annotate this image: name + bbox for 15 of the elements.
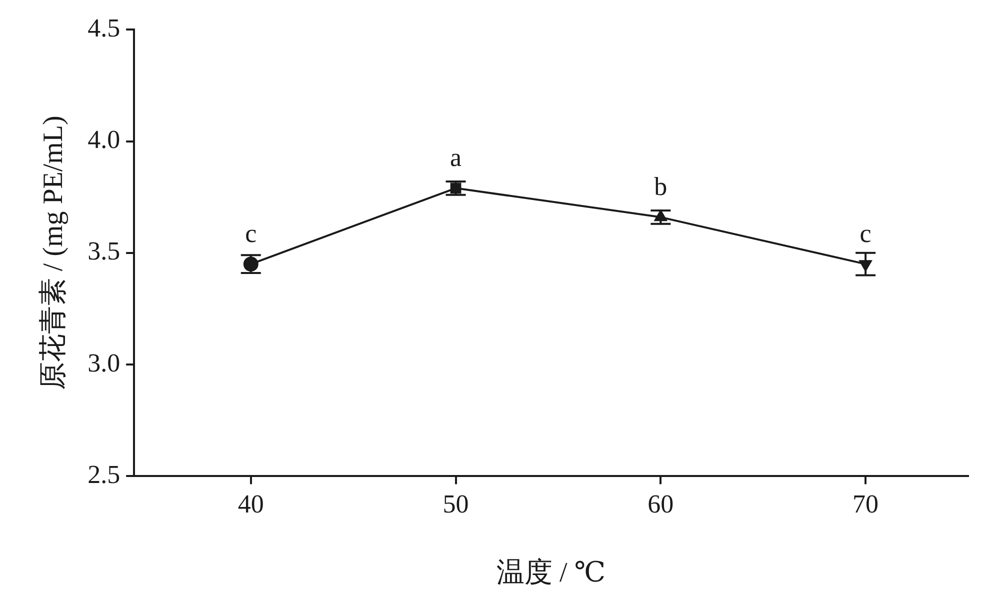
x-tick-label: 50: [442, 490, 469, 519]
x-axis-title: 温度 / ℃: [496, 558, 606, 589]
annotation: c: [245, 218, 257, 248]
x-tick-label: 70: [852, 490, 879, 519]
annotation: b: [654, 172, 668, 201]
y-tick-label: 3.0: [88, 348, 120, 378]
annotation: a: [450, 142, 462, 172]
y-tick-label: 4.0: [88, 125, 120, 154]
y-tick-label: 3.5: [88, 236, 120, 266]
y-axis-title: 原花青素 / (mg PE/mL): [38, 116, 70, 390]
y-tick-label: 4.5: [88, 13, 120, 42]
x-tick-label: 40: [238, 490, 264, 519]
annotation: c: [860, 218, 872, 248]
y-tick-label: 2.5: [88, 460, 120, 490]
x-tick-label: 60: [648, 490, 674, 519]
